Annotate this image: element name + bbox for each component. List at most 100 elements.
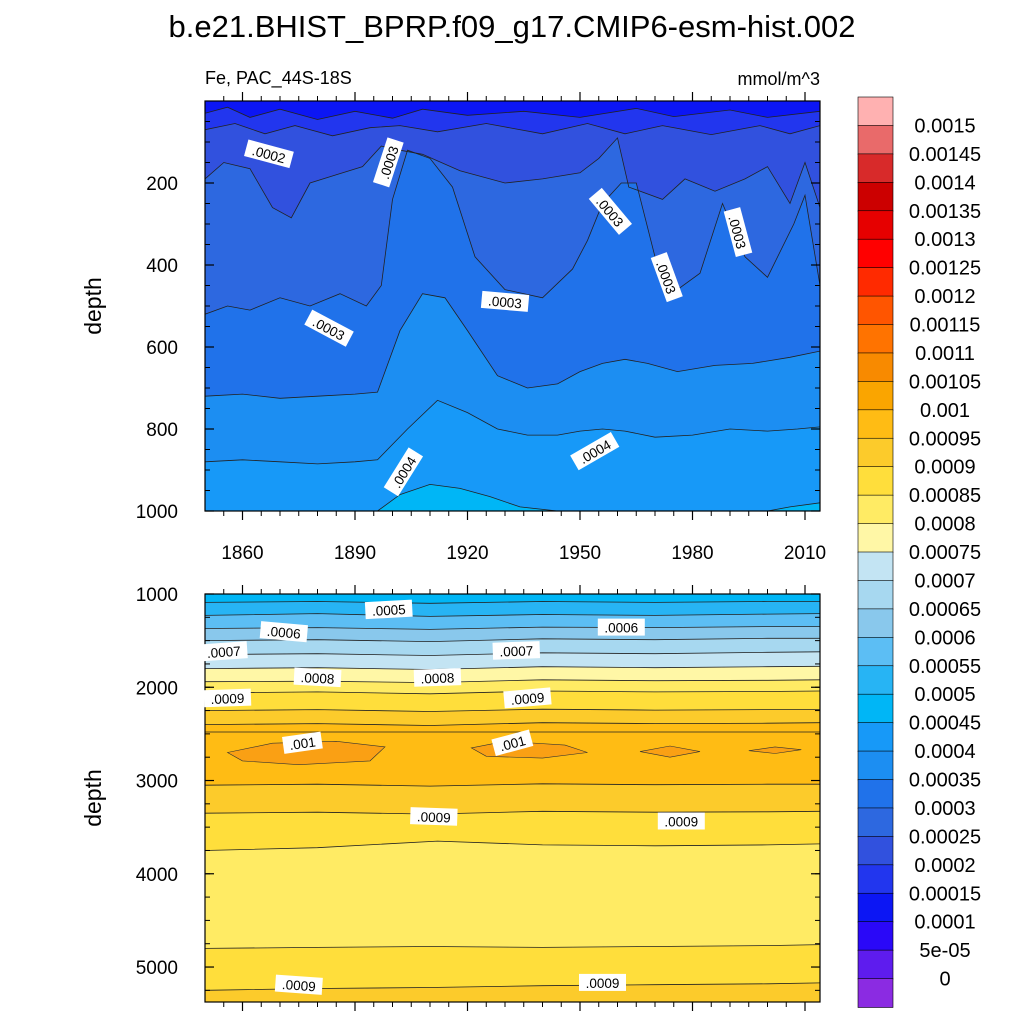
contour-line bbox=[205, 293, 820, 399]
colorbar-label: 0.001 bbox=[920, 400, 970, 422]
colorbar-swatch bbox=[857, 892, 894, 923]
colorbar-label: 0.00125 bbox=[909, 258, 981, 280]
colorbar-swatch bbox=[857, 153, 894, 184]
contour-label: .0005 bbox=[364, 599, 413, 620]
colorbar-swatch bbox=[857, 807, 894, 838]
y-tick-label: 800 bbox=[146, 420, 178, 441]
contour-line bbox=[205, 708, 820, 712]
contour-line bbox=[205, 944, 820, 949]
svg-text:.0008: .0008 bbox=[420, 670, 454, 686]
contour-band bbox=[205, 982, 820, 1002]
x-tick-label: 1980 bbox=[671, 543, 713, 564]
chart-title: b.e21.BHIST_BPRP.f09_g17.CMIP6-esm-hist.… bbox=[169, 9, 856, 44]
colorbar-label: 0.0015 bbox=[914, 115, 975, 137]
colorbar-label: 0.00145 bbox=[909, 144, 981, 166]
colorbar-swatch bbox=[857, 96, 894, 127]
colorbar-label: 0.0003 bbox=[914, 798, 975, 820]
colorbar-swatch bbox=[857, 693, 894, 724]
colorbar-swatch bbox=[857, 665, 894, 695]
svg-text:.0003: .0003 bbox=[487, 293, 522, 311]
x-tick-label: 1920 bbox=[446, 543, 488, 564]
svg-text:.0009: .0009 bbox=[210, 691, 244, 707]
y-tick-label: 200 bbox=[146, 174, 178, 195]
contour-line bbox=[205, 722, 820, 726]
contour-label: .0009 bbox=[274, 974, 323, 995]
colorbar-label: 0.00055 bbox=[909, 656, 981, 678]
contour-label: .0009 bbox=[203, 688, 252, 708]
y-axis-label-upper: depth bbox=[80, 277, 106, 335]
colorbar-label: 0.0011 bbox=[915, 343, 975, 365]
colorbar-label: 0.0006 bbox=[914, 627, 975, 649]
contour-fill-upper bbox=[205, 101, 820, 511]
colorbar-label: 0.00065 bbox=[909, 599, 981, 621]
colorbar-swatch bbox=[857, 125, 894, 155]
variable-label: Fe, PAC_44S-18S bbox=[205, 68, 352, 89]
colorbar-label: 0.0004 bbox=[914, 741, 975, 763]
colorbar-swatch bbox=[857, 210, 894, 240]
colorbar-label: 0.00045 bbox=[909, 713, 981, 735]
colorbar-label: 5e-05 bbox=[919, 940, 970, 962]
contour-fill-lower bbox=[205, 594, 820, 1002]
colorbar-swatch bbox=[857, 466, 894, 496]
contour-line bbox=[205, 137, 820, 219]
colorbar-swatch bbox=[857, 238, 894, 269]
colorbar-label: 0.00025 bbox=[909, 826, 981, 848]
contour-label: .0007 bbox=[199, 641, 248, 662]
y-tick-label: 3000 bbox=[136, 772, 178, 793]
contour-band bbox=[639, 745, 701, 758]
svg-text:.001: .001 bbox=[498, 733, 527, 754]
colorbar-swatch bbox=[857, 352, 894, 383]
colorbar-label: 0.0005 bbox=[914, 684, 975, 706]
colorbar-label: 0.00075 bbox=[909, 542, 981, 564]
contour-line bbox=[205, 626, 820, 630]
contour-line bbox=[205, 601, 820, 604]
contour-label: .0006 bbox=[597, 618, 645, 636]
contour-label: .0003 bbox=[480, 290, 530, 312]
contour-label: .001 bbox=[491, 729, 534, 756]
colorbar-swatch bbox=[857, 551, 894, 582]
colorbar-label: 0 bbox=[939, 969, 950, 991]
contour-line bbox=[205, 810, 820, 815]
contour-band bbox=[748, 746, 802, 754]
x-tick-label: 1890 bbox=[334, 543, 376, 564]
contour-line bbox=[205, 613, 820, 617]
colorbar-swatch bbox=[857, 381, 894, 411]
svg-text:.0005: .0005 bbox=[372, 602, 407, 619]
colorbar-label: 0.0008 bbox=[914, 514, 975, 536]
contour-line bbox=[205, 637, 820, 643]
colorbar-label: 0.0001 bbox=[914, 912, 975, 934]
colorbar-swatch bbox=[857, 864, 894, 895]
colorbar-label: 0.00135 bbox=[909, 201, 981, 223]
colorbar-label: 0.0009 bbox=[914, 457, 975, 479]
y-tick-label: 2000 bbox=[136, 678, 178, 699]
contour-line bbox=[205, 840, 820, 851]
x-tick-label: 1860 bbox=[221, 543, 263, 564]
colorbar-label: 0.00095 bbox=[909, 428, 981, 450]
colorbar-swatch bbox=[857, 523, 894, 553]
y-tick-label: 400 bbox=[146, 256, 178, 277]
y-tick-label: 1000 bbox=[136, 502, 178, 523]
y-tick-label: 5000 bbox=[136, 958, 178, 979]
x-tick-label: 1950 bbox=[559, 543, 601, 564]
svg-text:.0009: .0009 bbox=[586, 976, 620, 991]
contour-label: .0007 bbox=[492, 641, 541, 660]
colorbar-swatch bbox=[857, 409, 894, 440]
svg-text:.0009: .0009 bbox=[417, 809, 451, 825]
svg-text:.0009: .0009 bbox=[281, 977, 316, 994]
contour-label: .0008 bbox=[293, 667, 342, 688]
contour-label: .0009 bbox=[503, 687, 552, 709]
colorbar-label: 0.0007 bbox=[914, 570, 975, 592]
contour-label: .0009 bbox=[410, 807, 458, 826]
colorbar-label: 0.00115 bbox=[910, 315, 981, 337]
colorbar-swatch bbox=[857, 295, 894, 326]
colorbar-swatch bbox=[857, 608, 894, 639]
colorbar-swatch bbox=[857, 494, 894, 525]
svg-text:.0006: .0006 bbox=[604, 621, 638, 636]
contour-label: .001 bbox=[282, 731, 323, 754]
contour-line bbox=[205, 665, 820, 670]
svg-text:.0006: .0006 bbox=[266, 624, 301, 642]
plot-frame bbox=[204, 593, 821, 1003]
contour-line bbox=[205, 123, 820, 137]
y-tick-label: 600 bbox=[146, 338, 178, 359]
